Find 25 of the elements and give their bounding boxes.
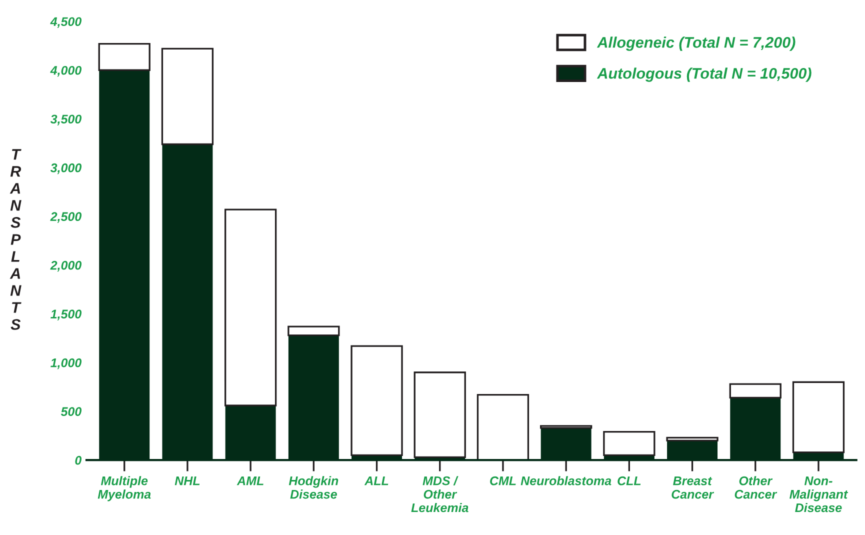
y-tick-label: 1,500 (50, 310, 82, 320)
y-tick-label: 4,000 (50, 66, 82, 77)
y-tick-label: 1,000 (50, 358, 82, 370)
y-tick-label: 2,500 (50, 212, 82, 223)
x-tick-label: Other Cancer (734, 476, 778, 499)
y-tick-label: 2,000 (50, 260, 82, 272)
x-tick-label: ALL (364, 476, 388, 486)
x-tick-label: AML (236, 476, 264, 486)
x-tick-label: MDS / Other Leukemia (411, 476, 468, 512)
x-tick-label: Non- Malignant Disease (790, 476, 848, 512)
x-tick-label: Breast Cancer (672, 476, 714, 499)
x-tick-label: Neuroblastoma (520, 476, 612, 486)
text: TRANSPLANTS (10, 149, 22, 330)
y-tick-label: 4,500 (50, 17, 82, 28)
y-tick-label: 500 (60, 407, 82, 416)
legend-label: Autologous (Total N = 10,500) (596, 68, 812, 82)
x-tick-label: NHL (174, 476, 200, 486)
y-tick-label: 0 (75, 456, 82, 465)
x-tick-label: CML (490, 476, 516, 486)
y-tick-label: 3,500 (50, 114, 82, 126)
x-tick-label: Multiple Myeloma (98, 476, 151, 502)
legend-label: Allogeneic (Total N = 7,200) (596, 36, 796, 51)
x-tick-label: CLL (618, 476, 641, 486)
y-tick-label: 3,000 (50, 163, 82, 174)
x-tick-label: Hodgkin Disease (288, 476, 338, 499)
